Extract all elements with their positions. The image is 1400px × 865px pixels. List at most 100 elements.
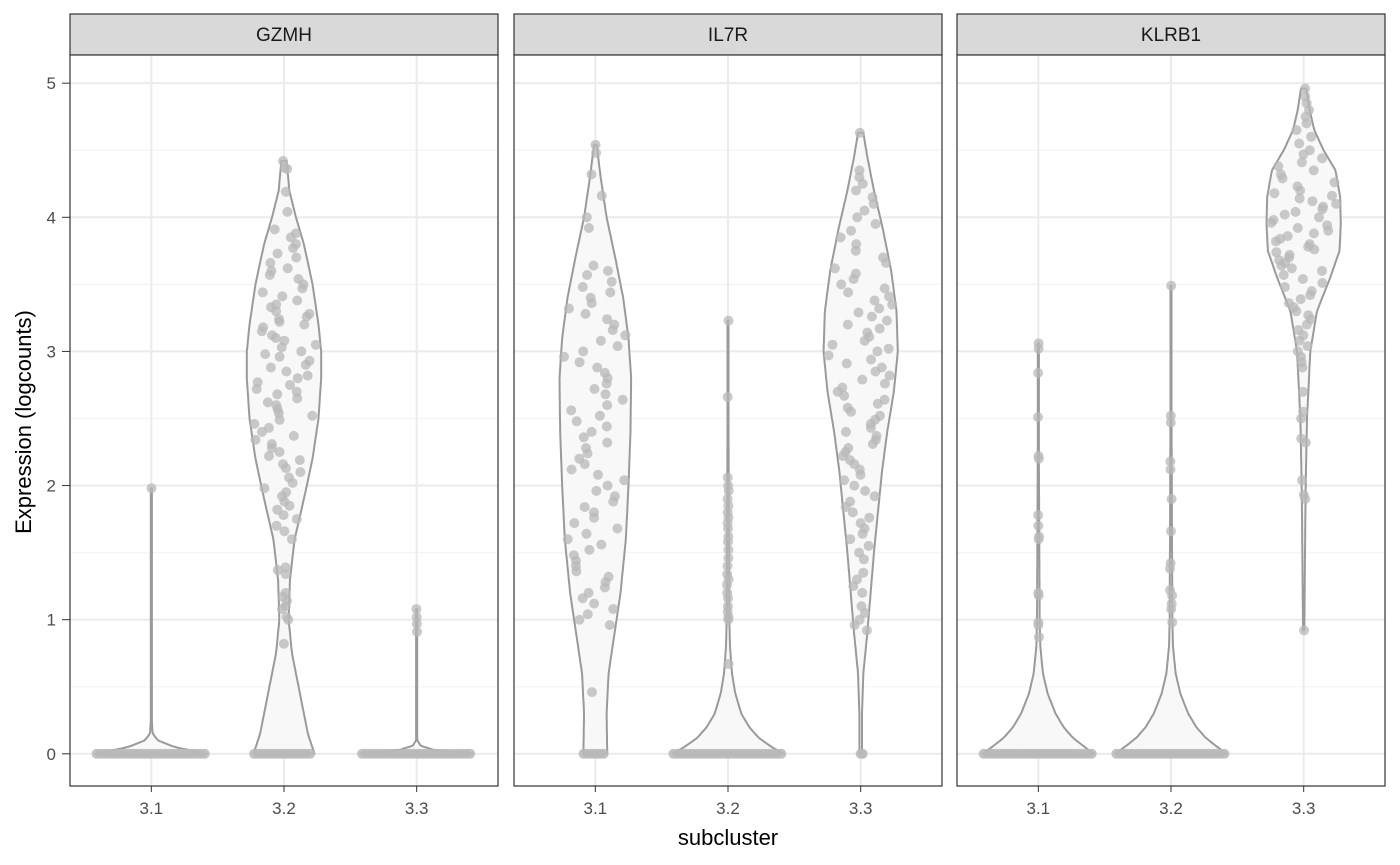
- data-point: [596, 190, 607, 201]
- data-point: [619, 475, 630, 486]
- data-point: [1086, 748, 1097, 759]
- data-point: [884, 291, 894, 302]
- data-point: [603, 265, 613, 276]
- data-point: [265, 362, 276, 373]
- data-point: [265, 257, 276, 268]
- data-point: [587, 687, 597, 698]
- facet-strip-label: KLRB1: [1141, 25, 1201, 46]
- data-point: [857, 748, 868, 759]
- data-point: [848, 274, 859, 284]
- data-point: [723, 523, 733, 534]
- data-point: [1309, 244, 1320, 255]
- data-point: [589, 512, 600, 523]
- data-point: [1292, 223, 1303, 233]
- data-point: [593, 469, 603, 480]
- data-point: [853, 307, 864, 318]
- data-point: [562, 534, 573, 545]
- data-point: [280, 463, 291, 474]
- data-point: [284, 500, 295, 511]
- data-point: [270, 333, 281, 343]
- data-point: [849, 620, 860, 630]
- data-point: [599, 582, 610, 593]
- data-point: [1291, 125, 1302, 136]
- panel-border: [69, 54, 499, 787]
- data-point: [307, 410, 318, 421]
- data-point: [1308, 165, 1319, 176]
- data-point: [288, 430, 299, 441]
- data-point: [591, 485, 602, 496]
- data-point: [1296, 413, 1307, 424]
- data-point: [1166, 526, 1176, 537]
- data-point: [865, 422, 876, 433]
- data-point: [559, 351, 569, 362]
- data-point: [287, 477, 298, 488]
- x-tick-label: 3.3: [1292, 799, 1316, 818]
- data-point: [600, 389, 611, 400]
- data-point: [259, 483, 270, 494]
- data-point: [1329, 177, 1340, 188]
- data-point: [1279, 209, 1290, 220]
- data-point: [1295, 185, 1306, 196]
- facet-strip-label: IL7R: [708, 25, 748, 46]
- data-point: [1294, 193, 1305, 204]
- panel-border: [513, 54, 943, 787]
- data-point: [578, 432, 589, 443]
- panel-klrb1: KLRB1 3.1 3.2 3.3: [956, 13, 1386, 818]
- data-point: [1317, 204, 1328, 215]
- data-point: [588, 260, 599, 271]
- data-point: [272, 565, 283, 576]
- facet-strip: [513, 13, 943, 56]
- x-tick-label: 3.3: [405, 799, 429, 818]
- data-point: [302, 370, 313, 381]
- data-point: [271, 306, 282, 317]
- data-point: [866, 354, 877, 365]
- data-point: [857, 587, 868, 598]
- data-point: [249, 418, 260, 429]
- data-point: [199, 748, 210, 759]
- data-point: [840, 502, 851, 512]
- data-point: [257, 287, 268, 298]
- data-point: [1279, 282, 1290, 292]
- data-point: [1278, 270, 1289, 280]
- data-point: [257, 426, 267, 437]
- data-point: [1166, 604, 1177, 614]
- data-point: [1266, 217, 1277, 228]
- data-point: [1317, 265, 1327, 276]
- data-point: [1167, 617, 1178, 628]
- data-point: [260, 349, 271, 360]
- data-point: [1165, 456, 1176, 467]
- y-tick-label: 3: [47, 342, 56, 361]
- data-point: [1034, 632, 1044, 643]
- data-point: [723, 536, 733, 547]
- data-point: [582, 609, 593, 620]
- data-point: [723, 658, 734, 669]
- data-point: [292, 373, 303, 384]
- data-point: [884, 370, 895, 381]
- data-point: [1299, 625, 1310, 636]
- data-point: [1327, 190, 1337, 201]
- data-point: [292, 295, 303, 306]
- data-point: [1300, 83, 1311, 94]
- data-point: [602, 437, 613, 448]
- data-point: [1314, 212, 1324, 223]
- data-point: [1219, 748, 1230, 759]
- data-point: [848, 581, 859, 592]
- data-point: [256, 326, 267, 337]
- data-point: [723, 553, 734, 563]
- data-point: [841, 358, 852, 369]
- data-point: [584, 544, 595, 555]
- data-point: [412, 626, 422, 637]
- data-point: [1307, 196, 1318, 207]
- data-point: [1306, 131, 1317, 142]
- data-point: [855, 469, 866, 480]
- data-point: [301, 311, 312, 322]
- data-point: [1167, 590, 1178, 601]
- data-point: [277, 604, 287, 614]
- data-point: [1271, 236, 1281, 247]
- data-point: [280, 569, 291, 580]
- data-point: [723, 593, 733, 604]
- x-tick-label: 3.3: [849, 799, 873, 818]
- data-point: [582, 270, 593, 280]
- facet-strip: [956, 13, 1386, 56]
- data-point: [591, 147, 602, 158]
